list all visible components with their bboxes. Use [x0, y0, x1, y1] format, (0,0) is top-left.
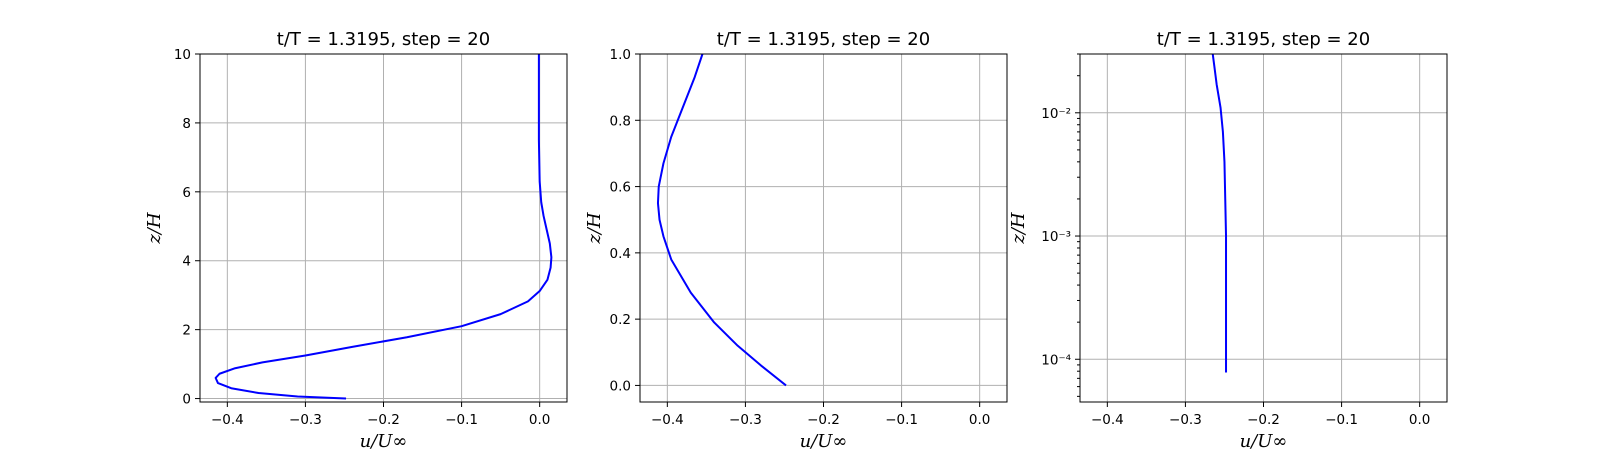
y-tick-label: 4 — [182, 254, 191, 270]
chart-title: t/T = 1.3195, step = 20 — [717, 29, 930, 50]
y-tick-label: 1.0 — [610, 47, 631, 63]
y-tick-label: 0.8 — [610, 113, 631, 129]
chart-title: t/T = 1.3195, step = 20 — [277, 29, 490, 50]
x-tick-label: −0.2 — [367, 412, 400, 428]
x-tick-label: −0.2 — [1247, 412, 1280, 428]
y-tick-label: 0.2 — [610, 312, 631, 328]
velocity-profile-line — [1211, 53, 1228, 373]
y-tick-label: 2 — [182, 323, 191, 339]
x-tick-label: −0.1 — [1325, 412, 1358, 428]
y-axis-label: z/H — [144, 212, 165, 245]
y-axis-label: z/H — [1008, 212, 1029, 245]
y-tick-label: 10⁻⁴ — [1041, 352, 1071, 368]
velocity-profile-line — [214, 54, 553, 400]
x-tick-label: −0.4 — [651, 412, 684, 428]
y-tick-label: 0 — [182, 392, 191, 408]
subplot-2: −0.4 −0.3 −0.2 −0.1 0.0 0.0 0.2 0.4 0.6 0.8 1.0 t/T… — [584, 29, 1008, 450]
x-tick-label: 0.0 — [529, 412, 550, 428]
x-tick-label: −0.3 — [289, 412, 322, 428]
subplot-1: −0.4 −0.3 −0.2 −0.1 0.0 0 2 4 6 8 10 t/T = 1.3195, … — [144, 29, 568, 450]
y-tick-label: 0.4 — [610, 246, 631, 262]
y-tick-label: 0.0 — [610, 378, 631, 394]
x-tick-label: −0.4 — [1091, 412, 1124, 428]
y-tick-label: 0.6 — [610, 180, 631, 196]
x-tick-label: −0.4 — [211, 412, 244, 428]
x-axis-label: u/U∞ — [1240, 431, 1288, 450]
chart-title: t/T = 1.3195, step = 20 — [1157, 29, 1370, 50]
x-tick-label: −0.3 — [729, 412, 762, 428]
x-axis-label: u/U∞ — [800, 431, 848, 450]
x-tick-label: −0.1 — [445, 412, 478, 428]
y-tick-label: 10 — [174, 47, 191, 63]
x-tick-label: 0.0 — [1409, 412, 1430, 428]
y-tick-label: 8 — [182, 116, 191, 132]
velocity-profile-line — [656, 53, 787, 387]
x-axis-label: u/U∞ — [360, 431, 408, 450]
y-axis-label: z/H — [584, 212, 605, 245]
y-tick-label: 10⁻³ — [1041, 229, 1071, 245]
subplot-3: −0.4 −0.3 −0.2 −0.1 0.0 10⁻⁴ 10⁻³ 10⁻² t/T = 1.3… — [1008, 29, 1448, 450]
x-tick-label: −0.2 — [807, 412, 840, 428]
y-tick-label: 10⁻² — [1041, 106, 1071, 122]
y-tick-label: 6 — [182, 185, 191, 201]
x-tick-label: −0.3 — [1169, 412, 1202, 428]
x-tick-label: −0.1 — [885, 412, 918, 428]
x-tick-label: 0.0 — [969, 412, 990, 428]
